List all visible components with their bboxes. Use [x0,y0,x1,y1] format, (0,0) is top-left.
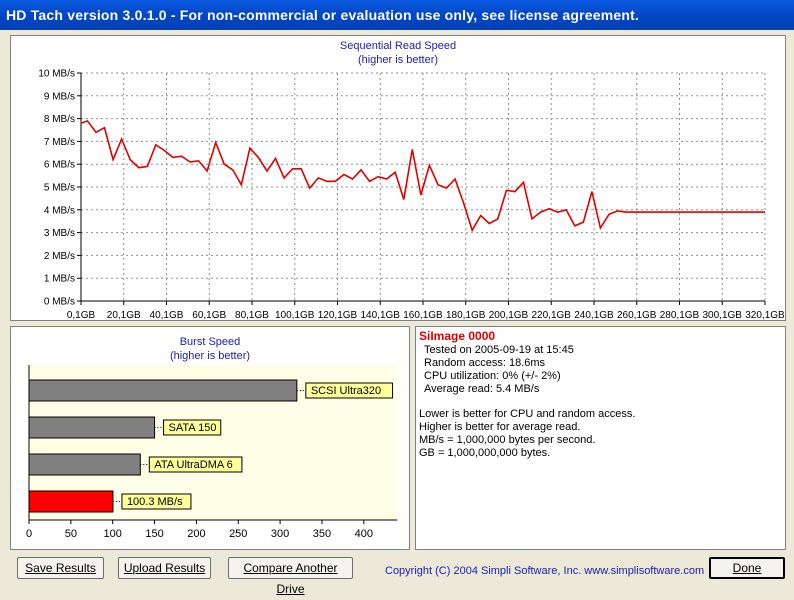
x-tick-label: 160,1GB [403,310,443,320]
y-tick-label: 0 MB/s [44,297,75,308]
x-tick-label: 20,1GB [107,310,141,320]
average-read: Average read: 5.4 MB/s [424,383,540,395]
sequential-chart: 0 MB/s 1 MB/s 2 MB/s 3 MB/s 4 MB/s 5 MB/s 6 MB… [38,69,785,321]
read-speed-line [80,119,765,233]
x-tick-label: 140,1GB [361,310,401,320]
save-results-button[interactable]: Save Results [17,557,104,579]
burst-label-box [163,419,222,436]
burst-x-tick-label: 200 [187,528,205,540]
note-line: MB/s = 1,000,000 bytes per second. [419,434,596,446]
burst-label: ATA UltraDMA 6 [154,459,232,471]
burst-bar [28,379,298,402]
x-tick-label: 200,1GB [489,310,529,320]
y-tick-label: 8 MB/s [44,114,75,125]
burst-label-box [305,382,394,399]
burst-x-tick-label: 150 [145,528,163,540]
x-tick-label: 100,1GB [275,310,315,320]
burst-chart-panel: Burst Speed (higher is better) 0 50 100 150… [10,326,410,550]
burst-x-tick-label: 350 [313,528,331,540]
x-tick-label: 320,1GB [745,310,785,320]
y-tick-label: 3 MB/s [44,228,75,239]
y-tick-label: 10 MB/s [38,69,75,80]
x-tick-label: 80,1GB [235,310,269,320]
y-tick-label: 2 MB/s [44,251,75,262]
burst-x-tick-label: 400 [355,528,373,540]
sequential-chart-panel: Sequential Read Speed (higher is better)… [10,35,786,321]
sequential-chart-title: Sequential Read Speed [339,40,457,52]
y-tick-label: 6 MB/s [44,160,75,171]
burst-x-tick-label: 50 [65,528,77,540]
burst-x-tick-label: 250 [229,528,247,540]
y-tick-label: 1 MB/s [44,274,75,285]
done-button[interactable]: Done [709,557,785,579]
y-tick-label: 5 MB/s [44,183,75,194]
cpu-utilization: CPU utilization: 0% (+/- 2%) [424,370,561,382]
x-tick-label: 60,1GB [192,310,226,320]
copyright-text: Copyright (C) 2004 Simpli Software, Inc.… [385,565,705,577]
x-tick-label: 120,1GB [318,310,358,320]
y-tick-label: 9 MB/s [44,91,75,102]
title-bar[interactable]: HD Tach version 3.0.1.0 - For non-commer… [0,0,794,30]
burst-x-tick-label: 300 [271,528,289,540]
x-tick-label: 220,1GB [532,310,572,320]
note-line: GB = 1,000,000,000 bytes. [419,447,551,459]
x-tick-label: 240,1GB [574,310,614,320]
y-tick-label: 7 MB/s [44,137,75,148]
burst-x-tick-label: 100 [104,528,122,540]
burst-bar [28,453,141,476]
burst-label: SCSI Ultra320 [311,385,381,397]
random-access: Random access: 18.6ms [424,357,546,369]
y-tick-label: 4 MB/s [44,205,75,216]
note-line: Higher is better for average read. [419,421,581,433]
burst-label-box [148,456,243,473]
burst-bar [28,490,114,513]
upload-results-button[interactable]: Upload Results [118,557,211,579]
burst-bar [28,416,156,439]
window-title: HD Tach version 3.0.1.0 - For non-commer… [6,7,640,23]
x-tick-label: 180,1GB [446,310,486,320]
x-tick-label: 260,1GB [617,310,657,320]
x-tick-label: 280,1GB [660,310,700,320]
tested-date: Tested on 2005-09-19 at 15:45 [424,344,574,356]
burst-label: SATA 150 [169,422,217,434]
burst-chart-title: Burst Speed [179,336,241,348]
note-line: Lower is better for CPU and random acces… [419,408,636,420]
result-panel: SiImage 0000 Tested on 2005-09-19 at 15:… [415,326,786,550]
burst-label: 100.3 MB/s [127,496,183,508]
compare-drive-button[interactable]: Compare Another Drive [228,557,353,596]
drive-name: SiImage 0000 [419,329,496,343]
burst-x-tick-label: 0 [26,528,32,540]
x-tick-label: 0,1GB [67,310,96,320]
burst-chart-subtitle: (higher is better) [169,350,251,362]
burst-label-box [121,493,192,510]
x-tick-label: 40,1GB [150,310,184,320]
x-tick-label: 300,1GB [703,310,743,320]
burst-chart: 0 50 100 150 200 250 300 350 400 SCSI Ultra320 SAT… [26,365,398,540]
sequential-chart-subtitle: (higher is better) [357,54,439,66]
